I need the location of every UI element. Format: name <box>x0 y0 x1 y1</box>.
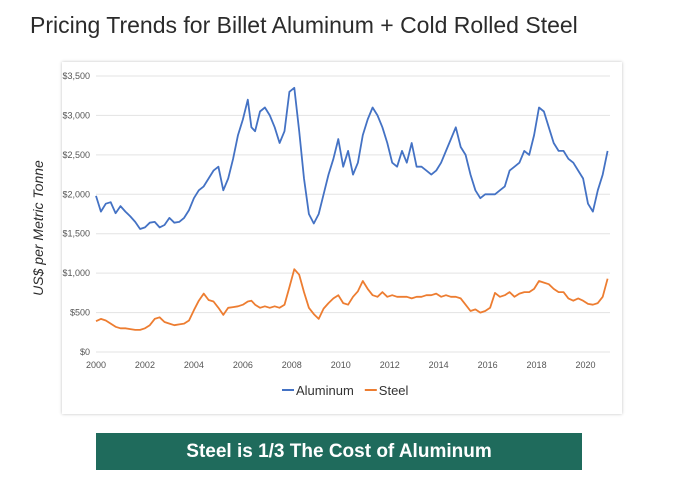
x-tick-labels: 2000 2002 2004 2006 2008 2010 2012 2014 2016 2018… <box>86 360 596 370</box>
legend-label-aluminum: Aluminum <box>296 383 354 398</box>
y-tick-label: $0 <box>80 347 90 357</box>
series-line-aluminum <box>95 86 609 230</box>
x-tick-label: 2002 <box>135 360 155 370</box>
series-lines <box>95 86 609 331</box>
y-tick-labels: $0 $500 $1,000 $1,500 $2,000 $2,500 $3,000 $3,5… <box>62 71 90 357</box>
y-tick-label: $500 <box>70 308 90 318</box>
x-tick-label: 2020 <box>576 360 596 370</box>
gridlines <box>96 75 610 353</box>
x-tick-label: 2012 <box>380 360 400 370</box>
summary-banner: Steel is 1/3 The Cost of Aluminum <box>96 433 582 470</box>
x-tick-label: 2018 <box>527 360 547 370</box>
legend: Aluminum Steel <box>282 383 409 398</box>
x-tick-label: 2010 <box>331 360 351 370</box>
y-tick-label: $1,500 <box>62 229 90 239</box>
chart-title: Pricing Trends for Billet Aluminum + Col… <box>30 12 578 38</box>
legend-label-steel: Steel <box>379 383 409 398</box>
x-tick-label: 2000 <box>86 360 106 370</box>
x-tick-label: 2004 <box>184 360 204 370</box>
y-tick-label: $1,000 <box>62 268 90 278</box>
x-tick-label: 2006 <box>233 360 253 370</box>
y-tick-label: $2,500 <box>62 150 90 160</box>
chart-frame <box>62 62 622 414</box>
x-tick-label: 2014 <box>429 360 449 370</box>
y-tick-label: $2,000 <box>62 189 90 199</box>
x-tick-label: 2016 <box>478 360 498 370</box>
x-tick-label: 2008 <box>282 360 302 370</box>
y-tick-label: $3,500 <box>62 71 90 81</box>
series-line-steel <box>95 268 609 331</box>
y-tick-label: $3,000 <box>62 110 90 120</box>
